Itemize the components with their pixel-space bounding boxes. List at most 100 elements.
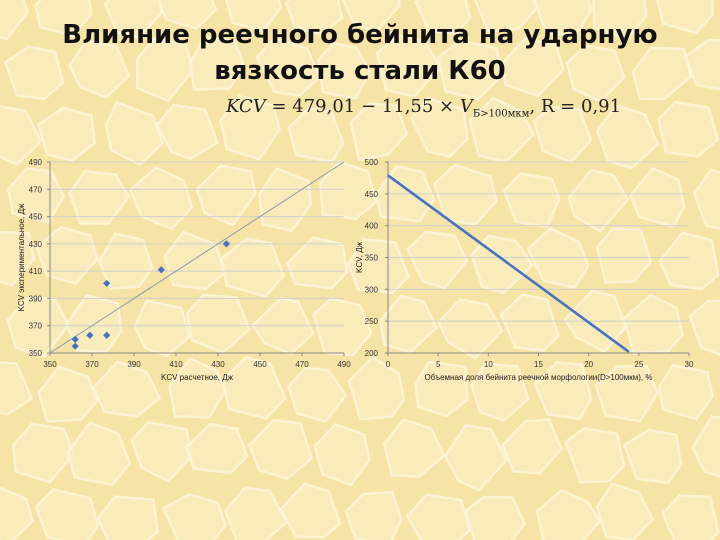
x-tick-label: 430 (211, 360, 225, 369)
y-tick-label: 450 (365, 190, 379, 199)
background-cell (592, 0, 648, 41)
background-cell (133, 299, 191, 358)
background-cell (691, 415, 720, 478)
x-tick-label: 20 (584, 360, 593, 369)
background-cell (128, 166, 194, 231)
background-cell (382, 418, 446, 479)
data-point (71, 335, 79, 343)
background-cell (473, 0, 540, 33)
background-cell (35, 225, 99, 285)
slide-title-line-2: вязкость стали К60 (214, 56, 506, 86)
background-cell (346, 238, 411, 295)
background-cell (499, 293, 560, 352)
y-tick-label: 500 (365, 158, 379, 167)
y-tick-label: 350 (365, 254, 379, 263)
background-cell (656, 0, 715, 35)
background-cell (688, 299, 720, 357)
y-tick-label: 490 (29, 158, 43, 167)
background-cell (501, 418, 563, 475)
formula-lhs: KCV (226, 96, 266, 117)
background-cell (66, 421, 132, 487)
background-cell (657, 363, 714, 421)
x-tick-label: 370 (85, 360, 99, 369)
background-cell (97, 232, 154, 290)
background-cell (375, 34, 442, 98)
background-cell (405, 493, 472, 540)
x-tick-label: 450 (253, 360, 267, 369)
data-point (157, 266, 165, 274)
background-cell (684, 38, 720, 91)
background-cell (11, 422, 76, 484)
background-cell (595, 104, 660, 170)
background-cell (470, 234, 535, 295)
x-tick-label: 350 (43, 360, 57, 369)
background-cell (221, 356, 287, 420)
background-cell (313, 422, 371, 487)
background-cell (594, 364, 659, 423)
background-cell (167, 356, 227, 419)
y-axis-title: KCV, Дж (355, 241, 364, 273)
y-tick-label: 470 (29, 185, 43, 194)
formula-subscript: Б>100мкм (472, 108, 530, 120)
y-tick-label: 430 (29, 240, 43, 249)
background-cell (631, 46, 693, 101)
background-cell (0, 105, 43, 166)
background-cell (501, 37, 565, 98)
background-cell (189, 35, 246, 91)
background-cell (409, 96, 469, 158)
x-tick-label: 0 (386, 360, 391, 369)
background-cell (414, 360, 469, 418)
background-cell (535, 488, 602, 540)
background-cell (622, 293, 684, 355)
background-cell (595, 482, 655, 540)
background-cell (502, 172, 561, 229)
background-cell (6, 295, 70, 358)
background-cell (248, 418, 313, 480)
background-cell (223, 486, 288, 540)
background-cell (432, 163, 498, 226)
x-tick-label: 10 (484, 360, 493, 369)
regression-formula: KCV = 479,01 − 11,55 × VБ>100мкм, R = 0,… (226, 96, 621, 120)
data-point (103, 279, 111, 288)
background-cell (414, 0, 472, 35)
background-cell (279, 482, 342, 539)
slide-title-line-1: Влияние реечного бейнита на ударную (62, 20, 658, 50)
background-cell (135, 36, 196, 103)
background-cell (68, 169, 131, 225)
background-cell (317, 41, 372, 101)
background-cell (0, 0, 29, 41)
x-axis-title: Объемная доля бейнита реечной морфологии… (425, 373, 653, 382)
y-tick-label: 400 (365, 222, 379, 231)
y-tick-label: 390 (29, 294, 43, 303)
background-cell (533, 360, 593, 421)
y-tick-label: 370 (29, 322, 43, 331)
background-cell (0, 230, 36, 287)
background-cell (658, 231, 720, 291)
formula-variable: V (459, 96, 473, 117)
background-cell (661, 494, 720, 540)
background-cell (0, 361, 34, 415)
series-line (387, 174, 630, 353)
background-cell (657, 100, 720, 158)
data-point (71, 342, 79, 350)
background-cell (130, 420, 193, 483)
background-cell (3, 45, 65, 101)
y-tick-label: 410 (29, 267, 43, 276)
background-cell (344, 490, 403, 540)
background-cell (464, 495, 527, 540)
background-cell (161, 492, 228, 540)
x-tick-label: 30 (685, 360, 694, 369)
x-tick-label: 15 (534, 360, 543, 369)
background-cell (0, 486, 34, 540)
background-cell (622, 428, 683, 485)
background-cell (34, 0, 93, 38)
background-cell (532, 0, 593, 36)
background-cell (225, 0, 283, 33)
background-cell (341, 0, 401, 34)
background-cell (347, 356, 406, 421)
background-cell (692, 168, 720, 230)
background-cell (34, 488, 100, 540)
background-cell (157, 0, 218, 31)
